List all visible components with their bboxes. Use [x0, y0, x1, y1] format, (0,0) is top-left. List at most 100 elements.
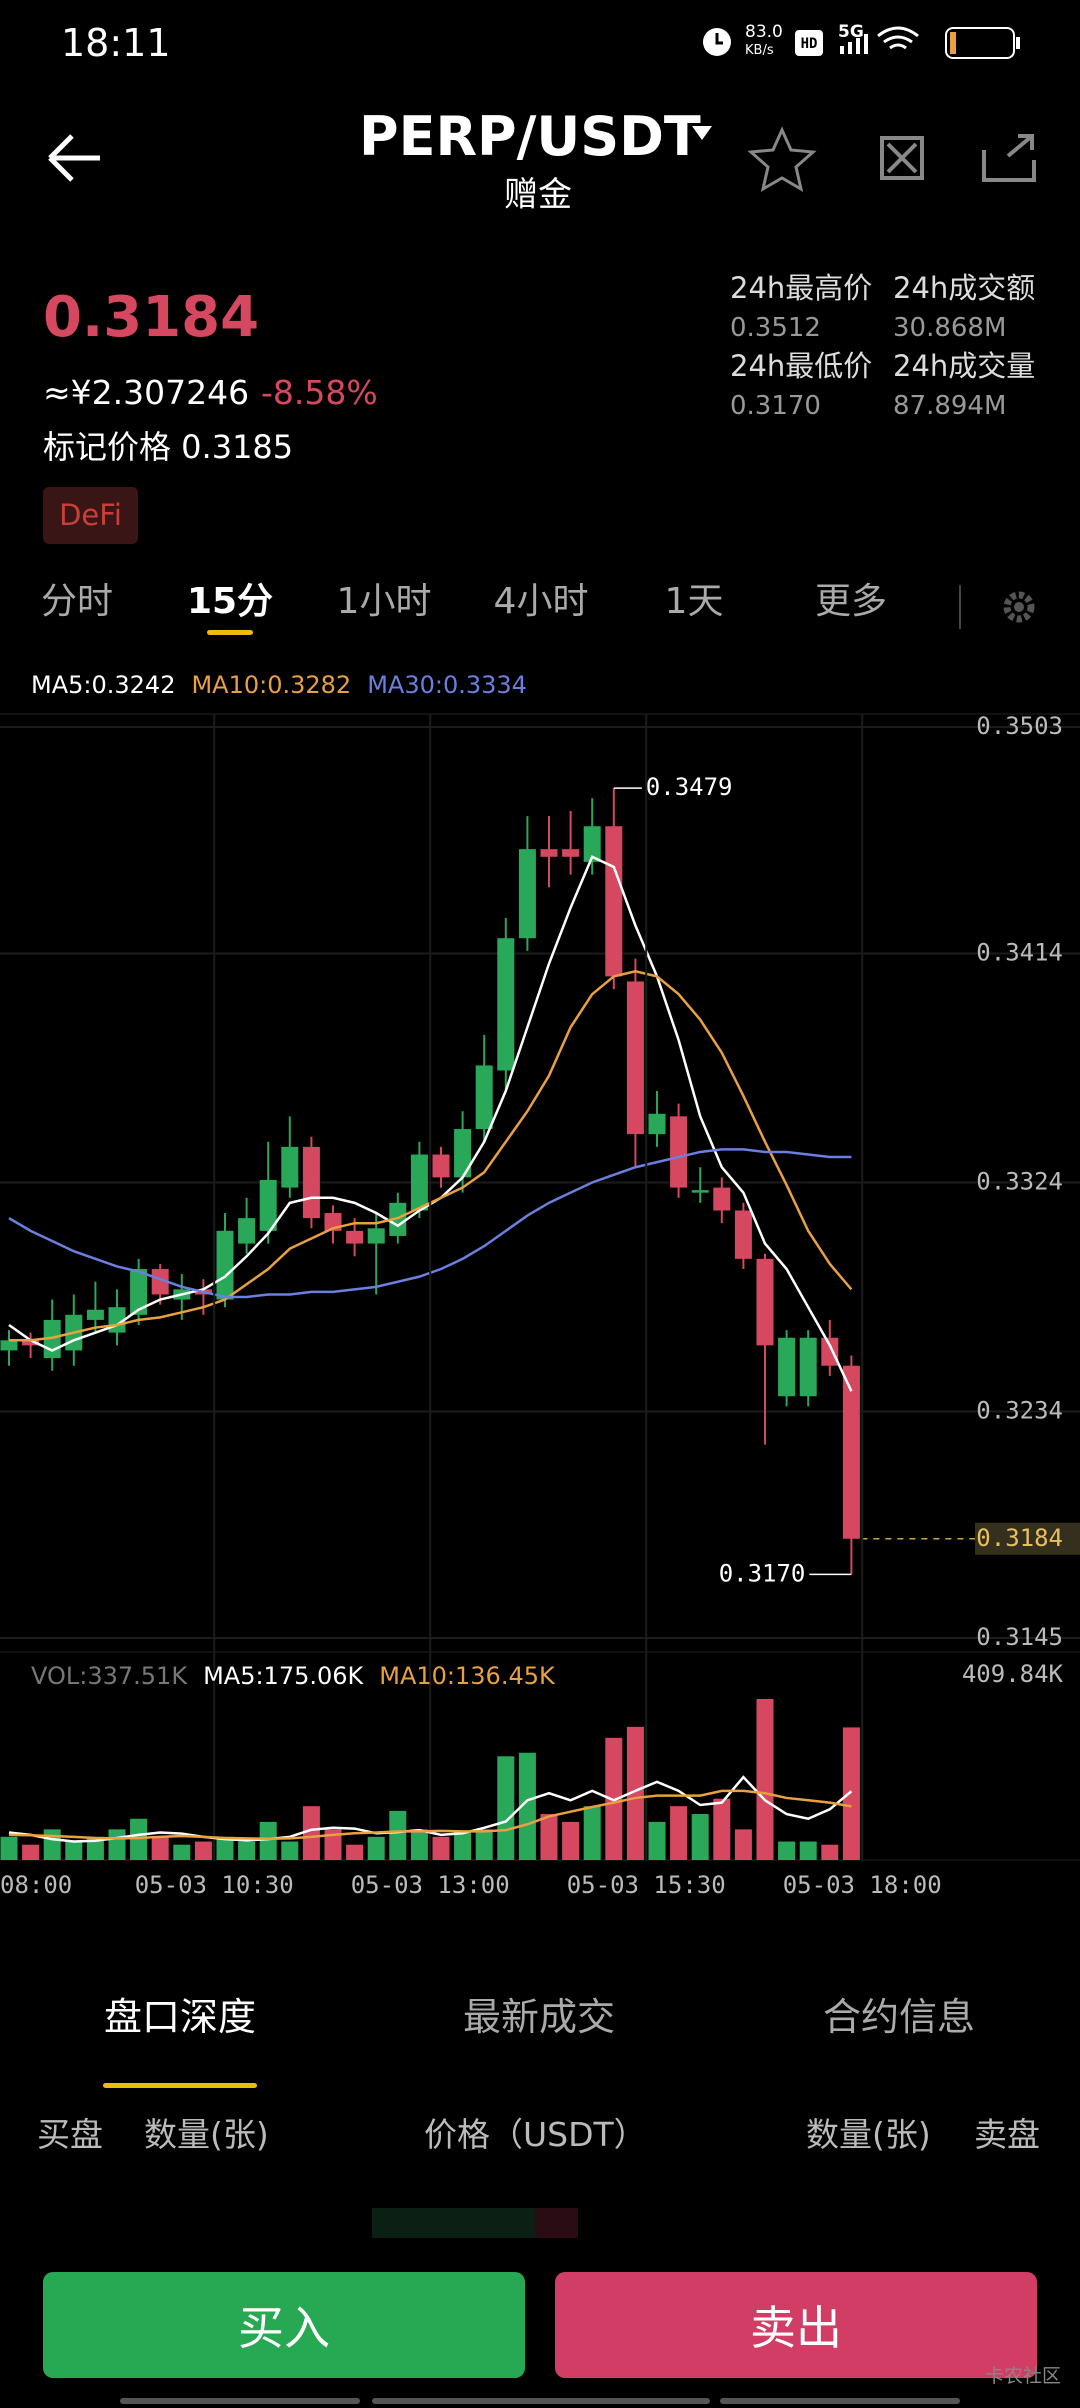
sell-button[interactable]: 卖出 [555, 2272, 1037, 2378]
interval-tab[interactable]: 1天 [664, 581, 724, 622]
candle-body [0, 1340, 18, 1351]
stat-label: 24h成交量 [893, 349, 1036, 383]
last-price: 0.3184 [43, 285, 260, 350]
volume-bar [367, 1836, 385, 1860]
volume-bar [778, 1841, 796, 1860]
x-tick-label: 05-03 15:30 [567, 1871, 726, 1899]
x-tick-label: 05-03 10:30 [135, 1871, 294, 1899]
volume-bar [691, 1814, 709, 1860]
volume-bar [821, 1844, 839, 1860]
bottom-tab[interactable]: 最新成交 [462, 1995, 616, 2039]
volume-bar [756, 1699, 774, 1860]
status-icons: HD [703, 26, 1020, 59]
volume-bar [108, 1829, 126, 1860]
volume-bar [583, 1806, 601, 1860]
separator [959, 585, 961, 629]
candle-body [605, 826, 623, 977]
legend-entry: MA5:0.3242 [31, 671, 176, 699]
candle-body [259, 1179, 277, 1231]
candle-body [821, 1337, 839, 1366]
candle-body [583, 826, 601, 862]
candle-body [842, 1365, 860, 1539]
nav-bar [372, 2398, 710, 2404]
candle-body [281, 1146, 299, 1188]
candle-body [518, 849, 536, 939]
volume-bar [43, 1829, 61, 1860]
net-speed-unit: KB/s [745, 43, 774, 58]
bottom-tab[interactable]: 盘口深度 [103, 1995, 257, 2039]
volume-bar [173, 1844, 191, 1860]
buy-button[interactable]: 买入 [43, 2272, 525, 2378]
volume-bar [497, 1756, 515, 1860]
volume-bar [562, 1821, 580, 1860]
network: 5G [838, 22, 864, 42]
settings-button[interactable] [1000, 588, 1038, 626]
candle-body [238, 1218, 256, 1244]
y-tick-label: 0.3324 [976, 1168, 1063, 1196]
volume-bar [799, 1841, 817, 1860]
symbol[interactable]: PERP/USDT [359, 105, 701, 168]
bottom-tab[interactable]: 合约信息 [822, 1995, 976, 2039]
status-time: 18:11 [61, 21, 171, 65]
candle-body [367, 1228, 385, 1244]
legend-entry: MA5:175.06K [203, 1662, 364, 1690]
candle-body [734, 1210, 752, 1259]
y-tick-label: 409.84K [962, 1660, 1064, 1688]
volume-bar [518, 1752, 536, 1860]
candle-body [497, 938, 515, 1071]
volume-bar [302, 1806, 320, 1860]
x-tick-label: 08:00 [0, 1871, 72, 1899]
column-header: 卖盘 [974, 2115, 1040, 2154]
candle-body [713, 1187, 731, 1211]
candle-body [151, 1269, 169, 1295]
interval-tab[interactable]: 15分 [186, 581, 274, 622]
stat-label: 24h成交额 [893, 271, 1036, 305]
legend-entry: MA10:0.3282 [191, 671, 352, 699]
column-header: 数量(张) [806, 2115, 931, 2154]
volume-bar [0, 1836, 18, 1860]
candle-body [302, 1146, 320, 1219]
y-tick-label: 0.3503 [976, 712, 1063, 740]
volume-bar [454, 1832, 472, 1860]
volume-bar [626, 1726, 644, 1860]
volume-bar [65, 1841, 83, 1860]
candle-body [670, 1116, 688, 1188]
legend-entry: MA30:0.3334 [367, 671, 527, 699]
volume-bar [648, 1821, 666, 1860]
column-header: 数量(张) [144, 2115, 269, 2154]
candle-body [540, 849, 558, 857]
volume-bar [670, 1806, 688, 1860]
candle-body [691, 1190, 709, 1193]
vol-title: VOL:337.51K [31, 1662, 188, 1690]
ma-line [8, 1775, 853, 1843]
interval-tab[interactable]: 更多 [814, 581, 888, 622]
volume-bar [346, 1844, 364, 1860]
cny-price: ≈¥2.307246 [43, 373, 250, 412]
volume-bar [540, 1814, 558, 1860]
candle-body [756, 1258, 774, 1346]
price-tag [975, 1522, 1080, 1555]
tab-underline [103, 2083, 257, 2088]
volume-bar [281, 1841, 299, 1860]
candle-body [562, 849, 580, 857]
stat-label: 24h最低价 [730, 349, 873, 383]
interval-tab[interactable]: 4小时 [493, 581, 589, 622]
x-tick-label: 05-03 13:00 [351, 1871, 510, 1899]
depth-bar [535, 2208, 578, 2238]
y-tick-label: 0.3234 [976, 1397, 1063, 1425]
candle-body [475, 1065, 493, 1130]
interval-tab[interactable]: 1小时 [336, 581, 432, 622]
last-price-label: 0.3184 [976, 1524, 1063, 1552]
candle-body [22, 1340, 40, 1346]
header-icons[interactable] [748, 126, 1048, 192]
volume-bar [410, 1829, 428, 1860]
candle-body [216, 1230, 234, 1300]
tag: DeFi [43, 487, 138, 544]
symbol-dropdown[interactable] [690, 124, 714, 142]
volume-bar [605, 1737, 623, 1860]
interval-tab[interactable]: 分时 [40, 581, 114, 622]
back-button[interactable] [40, 128, 110, 188]
column-header: 价格（USDT） [424, 2115, 647, 2154]
